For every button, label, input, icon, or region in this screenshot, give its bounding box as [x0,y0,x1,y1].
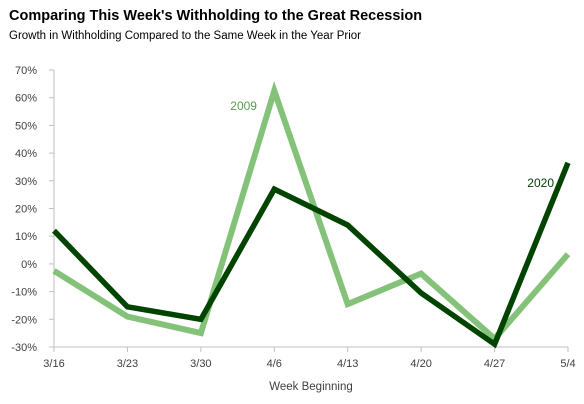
x-tick-label: 4/27 [484,358,505,370]
series-label-2009: 2009 [230,99,257,113]
y-tick-label: -20% [11,314,37,326]
y-tick-label: 60% [15,93,37,105]
x-tick-label: 3/30 [190,358,211,370]
y-tick-label: 50% [15,120,37,132]
x-tick-label: 3/16 [43,358,64,370]
chart-subtitle: Growth in Withholding Compared to the Sa… [9,30,361,42]
y-tick-label: -10% [11,287,37,299]
y-tick-label: -30% [11,342,37,354]
y-tick-label: 20% [15,204,37,216]
x-axis-title: Week Beginning [269,381,353,393]
series-label-2020: 2020 [527,176,554,190]
x-tick-label: 4/20 [410,358,431,370]
x-tick-label: 4/6 [267,358,282,370]
y-tick-label: 30% [15,176,37,188]
series-line-2020 [52,161,571,349]
y-tick-label: 40% [15,148,37,160]
y-tick-label: 10% [15,231,37,243]
y-tick-label: 70% [15,65,37,77]
x-tick-label: 5/4 [560,358,575,370]
x-tick-label: 4/13 [337,358,358,370]
x-tick-label: 3/23 [117,358,138,370]
chart-title: Comparing This Week's Withholding to the… [9,8,423,24]
series-line-2009 [52,81,571,343]
y-tick-label: 0% [21,259,37,271]
